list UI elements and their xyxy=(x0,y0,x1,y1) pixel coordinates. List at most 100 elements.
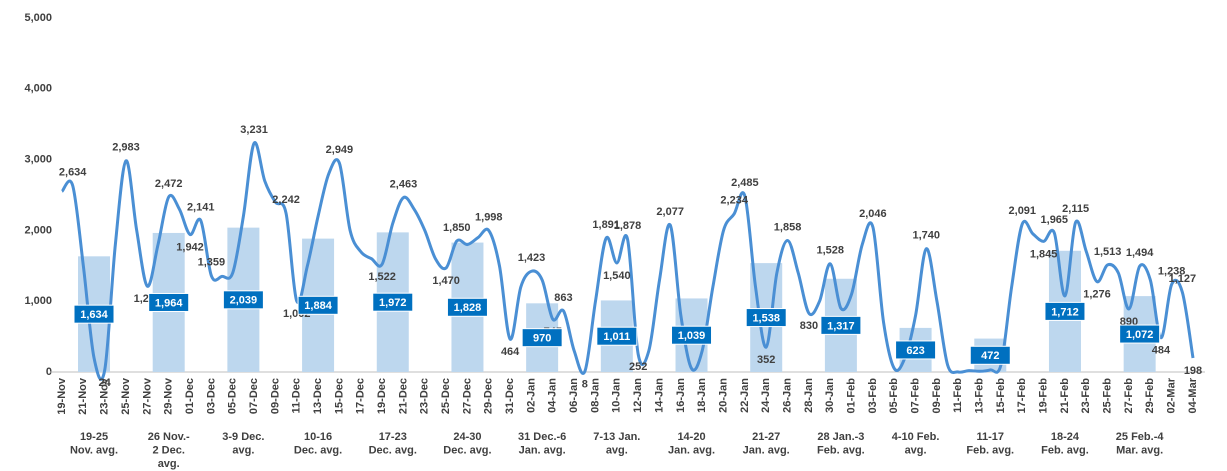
data-label: 1,470 xyxy=(432,275,460,287)
data-label: 1,740 xyxy=(912,230,940,242)
data-label: 24 xyxy=(99,377,112,389)
x-tick-label: 19-Nov xyxy=(56,377,68,415)
x-tick-label: 16-Jan xyxy=(675,378,687,413)
data-label: 1,850 xyxy=(443,222,471,234)
x-tick-label: 21-Nov xyxy=(77,377,89,415)
label-box xyxy=(1119,324,1161,344)
y-tick-label: 0 xyxy=(46,366,52,378)
x-tick-label: 29-Dec xyxy=(483,378,495,414)
x-tick-label: 22-Jan xyxy=(739,378,751,413)
x-tick-label: 12-Jan xyxy=(632,378,644,413)
x-tick-label: 09-Dec xyxy=(269,378,281,414)
bar-label: 1,828 xyxy=(454,302,482,314)
week-label: 4-10 Feb. xyxy=(892,431,940,443)
x-tick-label: 07-Dec xyxy=(248,378,260,414)
label-box xyxy=(73,304,115,324)
x-tick-label: 25-Feb xyxy=(1102,378,1114,414)
x-tick-label: 02-Mar xyxy=(1166,377,1178,413)
x-tick-label: 14-Jan xyxy=(653,378,665,413)
x-tick-label: 18-Jan xyxy=(696,378,708,413)
x-tick-label: 28-Jan xyxy=(803,378,815,413)
label-box xyxy=(745,308,787,328)
week-label: 10-16 xyxy=(304,431,332,443)
bar-label: 1,072 xyxy=(1126,329,1154,341)
label-box xyxy=(969,345,1011,365)
data-label: 1,891 xyxy=(592,219,620,231)
x-tick-label: 25-Dec xyxy=(440,378,452,414)
x-tick-label: 17-Dec xyxy=(355,378,367,414)
data-label: 2,463 xyxy=(390,179,418,191)
week-label: 24-30 xyxy=(453,431,481,443)
x-tick-label: 10-Jan xyxy=(611,378,623,413)
label-box xyxy=(521,328,563,348)
week-label: Dec. avg. xyxy=(369,444,417,456)
data-label: 2,485 xyxy=(731,177,759,189)
x-tick-label: 27-Feb xyxy=(1123,378,1135,414)
data-label: 2,091 xyxy=(1009,205,1037,217)
bar-label: 970 xyxy=(533,333,551,345)
data-label: 2,634 xyxy=(59,166,87,178)
x-tick-label: 17-Feb xyxy=(1016,378,1028,414)
data-label: 464 xyxy=(501,346,520,358)
data-label: 1,127 xyxy=(1169,273,1197,285)
data-label: 1,276 xyxy=(1083,289,1111,301)
week-label: Jan. avg. xyxy=(519,444,566,456)
bar-label: 472 xyxy=(981,350,999,362)
label-box xyxy=(596,326,638,346)
x-tick-label: 31-Dec xyxy=(504,378,516,414)
label-box xyxy=(820,315,862,335)
data-label: 1,998 xyxy=(475,211,503,223)
x-tick-label: 08-Jan xyxy=(589,378,601,413)
week-label: avg. xyxy=(232,444,254,456)
data-label: 2,472 xyxy=(155,178,183,190)
x-tick-label: 23-Nov xyxy=(99,377,111,415)
x-tick-label: 30-Jan xyxy=(824,378,836,413)
data-label: 2,242 xyxy=(272,194,300,206)
bar-label: 1,964 xyxy=(155,297,183,309)
x-tick-label: 04-Mar xyxy=(1187,377,1199,413)
label-box xyxy=(895,340,937,360)
label-box xyxy=(372,292,414,312)
x-tick-label: 29-Feb xyxy=(1144,378,1156,414)
data-label: 863 xyxy=(554,292,572,304)
week-label: Feb. avg. xyxy=(1041,444,1089,456)
x-tick-label: 21-Feb xyxy=(1059,378,1071,414)
label-box xyxy=(148,292,190,312)
x-tick-label: 21-Dec xyxy=(397,378,409,414)
week-label: Feb. avg. xyxy=(817,444,865,456)
data-label: 484 xyxy=(1152,345,1171,357)
data-label: 1,513 xyxy=(1094,246,1122,258)
x-tick-label: 15-Feb xyxy=(995,378,1007,414)
data-label: 1,858 xyxy=(774,221,802,233)
bar-label: 1,712 xyxy=(1051,306,1079,318)
week-label: 14-20 xyxy=(677,431,705,443)
data-label: 830 xyxy=(800,320,818,332)
bar-label: 1,317 xyxy=(827,320,855,332)
week-label: 21-27 xyxy=(752,431,780,443)
data-label: 2,234 xyxy=(720,195,748,207)
data-label: 1,522 xyxy=(368,271,396,283)
week-label: Mar. avg. xyxy=(1116,444,1163,456)
x-tick-label: 01-Dec xyxy=(184,378,196,414)
week-label: Jan. avg. xyxy=(668,444,715,456)
x-tick-label: 04-Jan xyxy=(547,378,559,413)
bar-label: 1,972 xyxy=(379,297,407,309)
x-tick-label: 19-Dec xyxy=(376,378,388,414)
x-tick-label: 13-Feb xyxy=(974,378,986,414)
week-label: 18-24 xyxy=(1051,431,1080,443)
x-tick-label: 26-Jan xyxy=(781,378,793,413)
x-tick-label: 15-Dec xyxy=(333,378,345,414)
week-label: 19-25 xyxy=(80,431,108,443)
x-tick-label: 06-Jan xyxy=(568,378,580,413)
week-label: Dec. avg. xyxy=(443,444,491,456)
week-label: Jan. avg. xyxy=(743,444,790,456)
bar-label: 1,011 xyxy=(603,331,630,343)
x-tick-label: 02-Jan xyxy=(525,378,537,413)
week-label: 31 Dec.-6 xyxy=(518,431,566,443)
x-tick-label: 03-Feb xyxy=(867,378,879,414)
x-tick-label: 25-Nov xyxy=(120,377,132,415)
week-label: avg. xyxy=(606,444,628,456)
data-label: 2,141 xyxy=(187,201,215,213)
x-tick-label: 23-Dec xyxy=(419,378,431,414)
